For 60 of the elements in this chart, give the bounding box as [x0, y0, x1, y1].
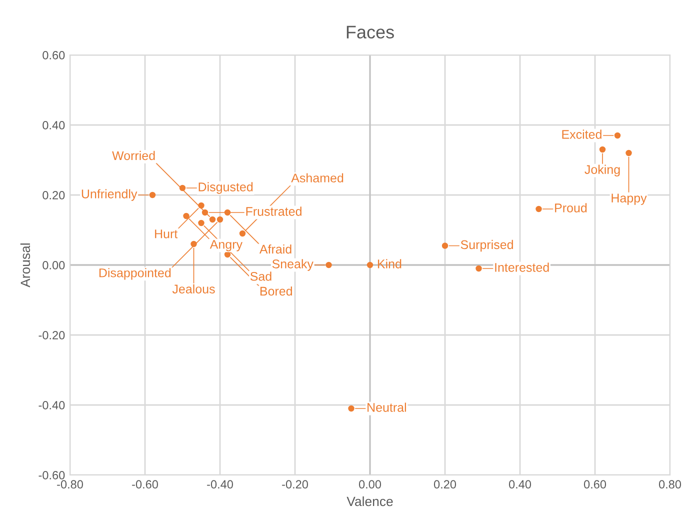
- x-axis-title: Valence: [346, 496, 393, 506]
- x-tick-label: -0.80: [57, 480, 83, 489]
- x-tick-label: 0.60: [584, 480, 606, 489]
- x-tick-label: 0.80: [658, 480, 682, 489]
- y-tick-label: 0.60: [42, 51, 65, 60]
- data-label: Worried: [112, 150, 155, 160]
- data-label: Unfriendly: [82, 189, 138, 201]
- data-label: Disappointed: [99, 268, 171, 280]
- data-label: Afraid: [259, 244, 292, 254]
- point: [239, 230, 246, 237]
- point: [348, 405, 354, 412]
- data-label: Sad: [250, 272, 272, 281]
- data-label: Neutral: [368, 402, 406, 412]
- point: [366, 262, 374, 268]
- y-tick-label: -0.20: [38, 331, 65, 340]
- data-label: Sneaky: [272, 259, 314, 271]
- point: [216, 216, 224, 223]
- point: [614, 132, 621, 139]
- data-label: Jealous: [172, 284, 215, 294]
- data-label: Interested: [495, 262, 549, 272]
- data-label: Disgusted: [198, 182, 253, 194]
- data-label: Kind: [378, 259, 402, 268]
- y-tick-label: 0.40: [42, 121, 65, 130]
- x-tick-label: -0.20: [282, 480, 308, 489]
- y-tick-label: -0.40: [38, 401, 65, 410]
- point: [599, 146, 606, 153]
- data-label: Happy: [612, 194, 647, 205]
- point: [149, 192, 156, 198]
- data-label: Surprised: [460, 240, 513, 252]
- x-tick-label: -0.40: [207, 480, 233, 489]
- data-label: Joking: [584, 164, 620, 176]
- point: [198, 202, 204, 209]
- data-label: Proud: [555, 203, 587, 212]
- y-tick-label: 0.00: [42, 261, 65, 270]
- point: [202, 209, 208, 216]
- point: [224, 209, 231, 216]
- point: [626, 150, 632, 156]
- data-label: Frustrated: [246, 206, 302, 216]
- x-tick-label: 0.40: [508, 480, 532, 489]
- point: [209, 216, 216, 223]
- y-tick-label: -0.60: [38, 471, 65, 480]
- point: [179, 184, 186, 192]
- data-label: Ashamed: [291, 173, 344, 182]
- x-tick-label: -0.60: [132, 480, 158, 489]
- point: [190, 240, 197, 248]
- point: [224, 251, 231, 258]
- y-axis-title: Arousal: [20, 244, 30, 288]
- data-label: Excited: [562, 130, 602, 139]
- data-label: Angry: [210, 240, 242, 252]
- data-label: Hurt: [155, 230, 178, 238]
- point: [476, 265, 482, 272]
- y-tick-label: 0.20: [42, 191, 65, 200]
- point: [536, 206, 542, 212]
- point: [326, 262, 332, 268]
- point: [442, 242, 448, 249]
- x-tick-label: 0.00: [358, 480, 382, 489]
- x-tick-label: 0.20: [434, 480, 456, 489]
- chart-title: Faces: [346, 26, 394, 39]
- point: [198, 220, 204, 226]
- data-label: Bored: [260, 286, 292, 296]
